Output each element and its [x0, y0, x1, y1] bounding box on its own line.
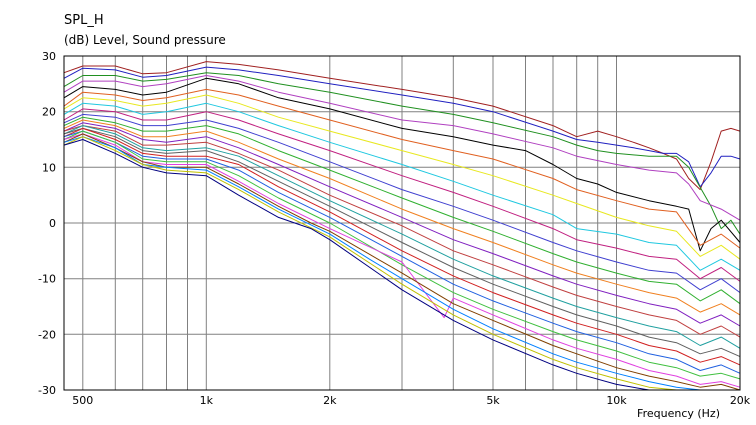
- y-tick-label: 20: [42, 106, 56, 119]
- y-tick-label: 10: [42, 161, 56, 174]
- series-line-14: [63, 125, 741, 338]
- plot-frame: [63, 55, 741, 391]
- x-tick-label: 5k: [486, 394, 500, 407]
- series-line-1: [63, 61, 741, 191]
- x-axis-label: Frequency (Hz): [637, 407, 720, 420]
- series-line-13: [63, 122, 741, 327]
- chart-title: SPL_H: [64, 13, 104, 28]
- series-line-12: [63, 119, 741, 316]
- y-tick-labels: -30 -20 -10 0 10 20 30: [38, 50, 56, 397]
- x-tick-label: 2k: [323, 394, 337, 407]
- y-tick-label: -30: [38, 384, 56, 397]
- series-line-18: [63, 130, 741, 374]
- y-axis-label: (dB) Level, Sound pressure: [64, 33, 226, 47]
- y-tick-label: -10: [38, 273, 56, 286]
- series-line-3: [63, 72, 741, 235]
- series-line-10: [63, 113, 741, 294]
- series-line-7: [63, 94, 741, 260]
- y-tick-label: 30: [42, 50, 56, 63]
- y-tick-label: -20: [38, 328, 56, 341]
- series-line-20: [63, 133, 741, 388]
- series-line-6: [63, 88, 741, 249]
- y-tick-label: 0: [49, 217, 56, 230]
- series-lines: [63, 61, 741, 391]
- series-line-9: [63, 108, 741, 282]
- series-line-4: [63, 75, 741, 221]
- series-line-8: [63, 102, 741, 271]
- series-line-24: [63, 139, 740, 391]
- series-line-23: [63, 136, 740, 391]
- series-line-16: [63, 127, 741, 358]
- series-line-5: [63, 77, 741, 252]
- x-tick-label: 10k: [606, 394, 627, 407]
- series-line-2: [63, 66, 741, 188]
- series-line-21: [63, 133, 741, 391]
- series-line-11: [63, 116, 741, 305]
- x-tick-label: 500: [72, 394, 93, 407]
- series-line-17: [63, 127, 741, 366]
- x-tick-label: 20k: [730, 394, 751, 407]
- x-tick-label: 1k: [200, 394, 214, 407]
- series-line-15: [63, 125, 741, 349]
- x-tick-labels: 500 1k 2k 5k 10k 20k: [72, 394, 751, 407]
- series-line-19: [63, 130, 741, 380]
